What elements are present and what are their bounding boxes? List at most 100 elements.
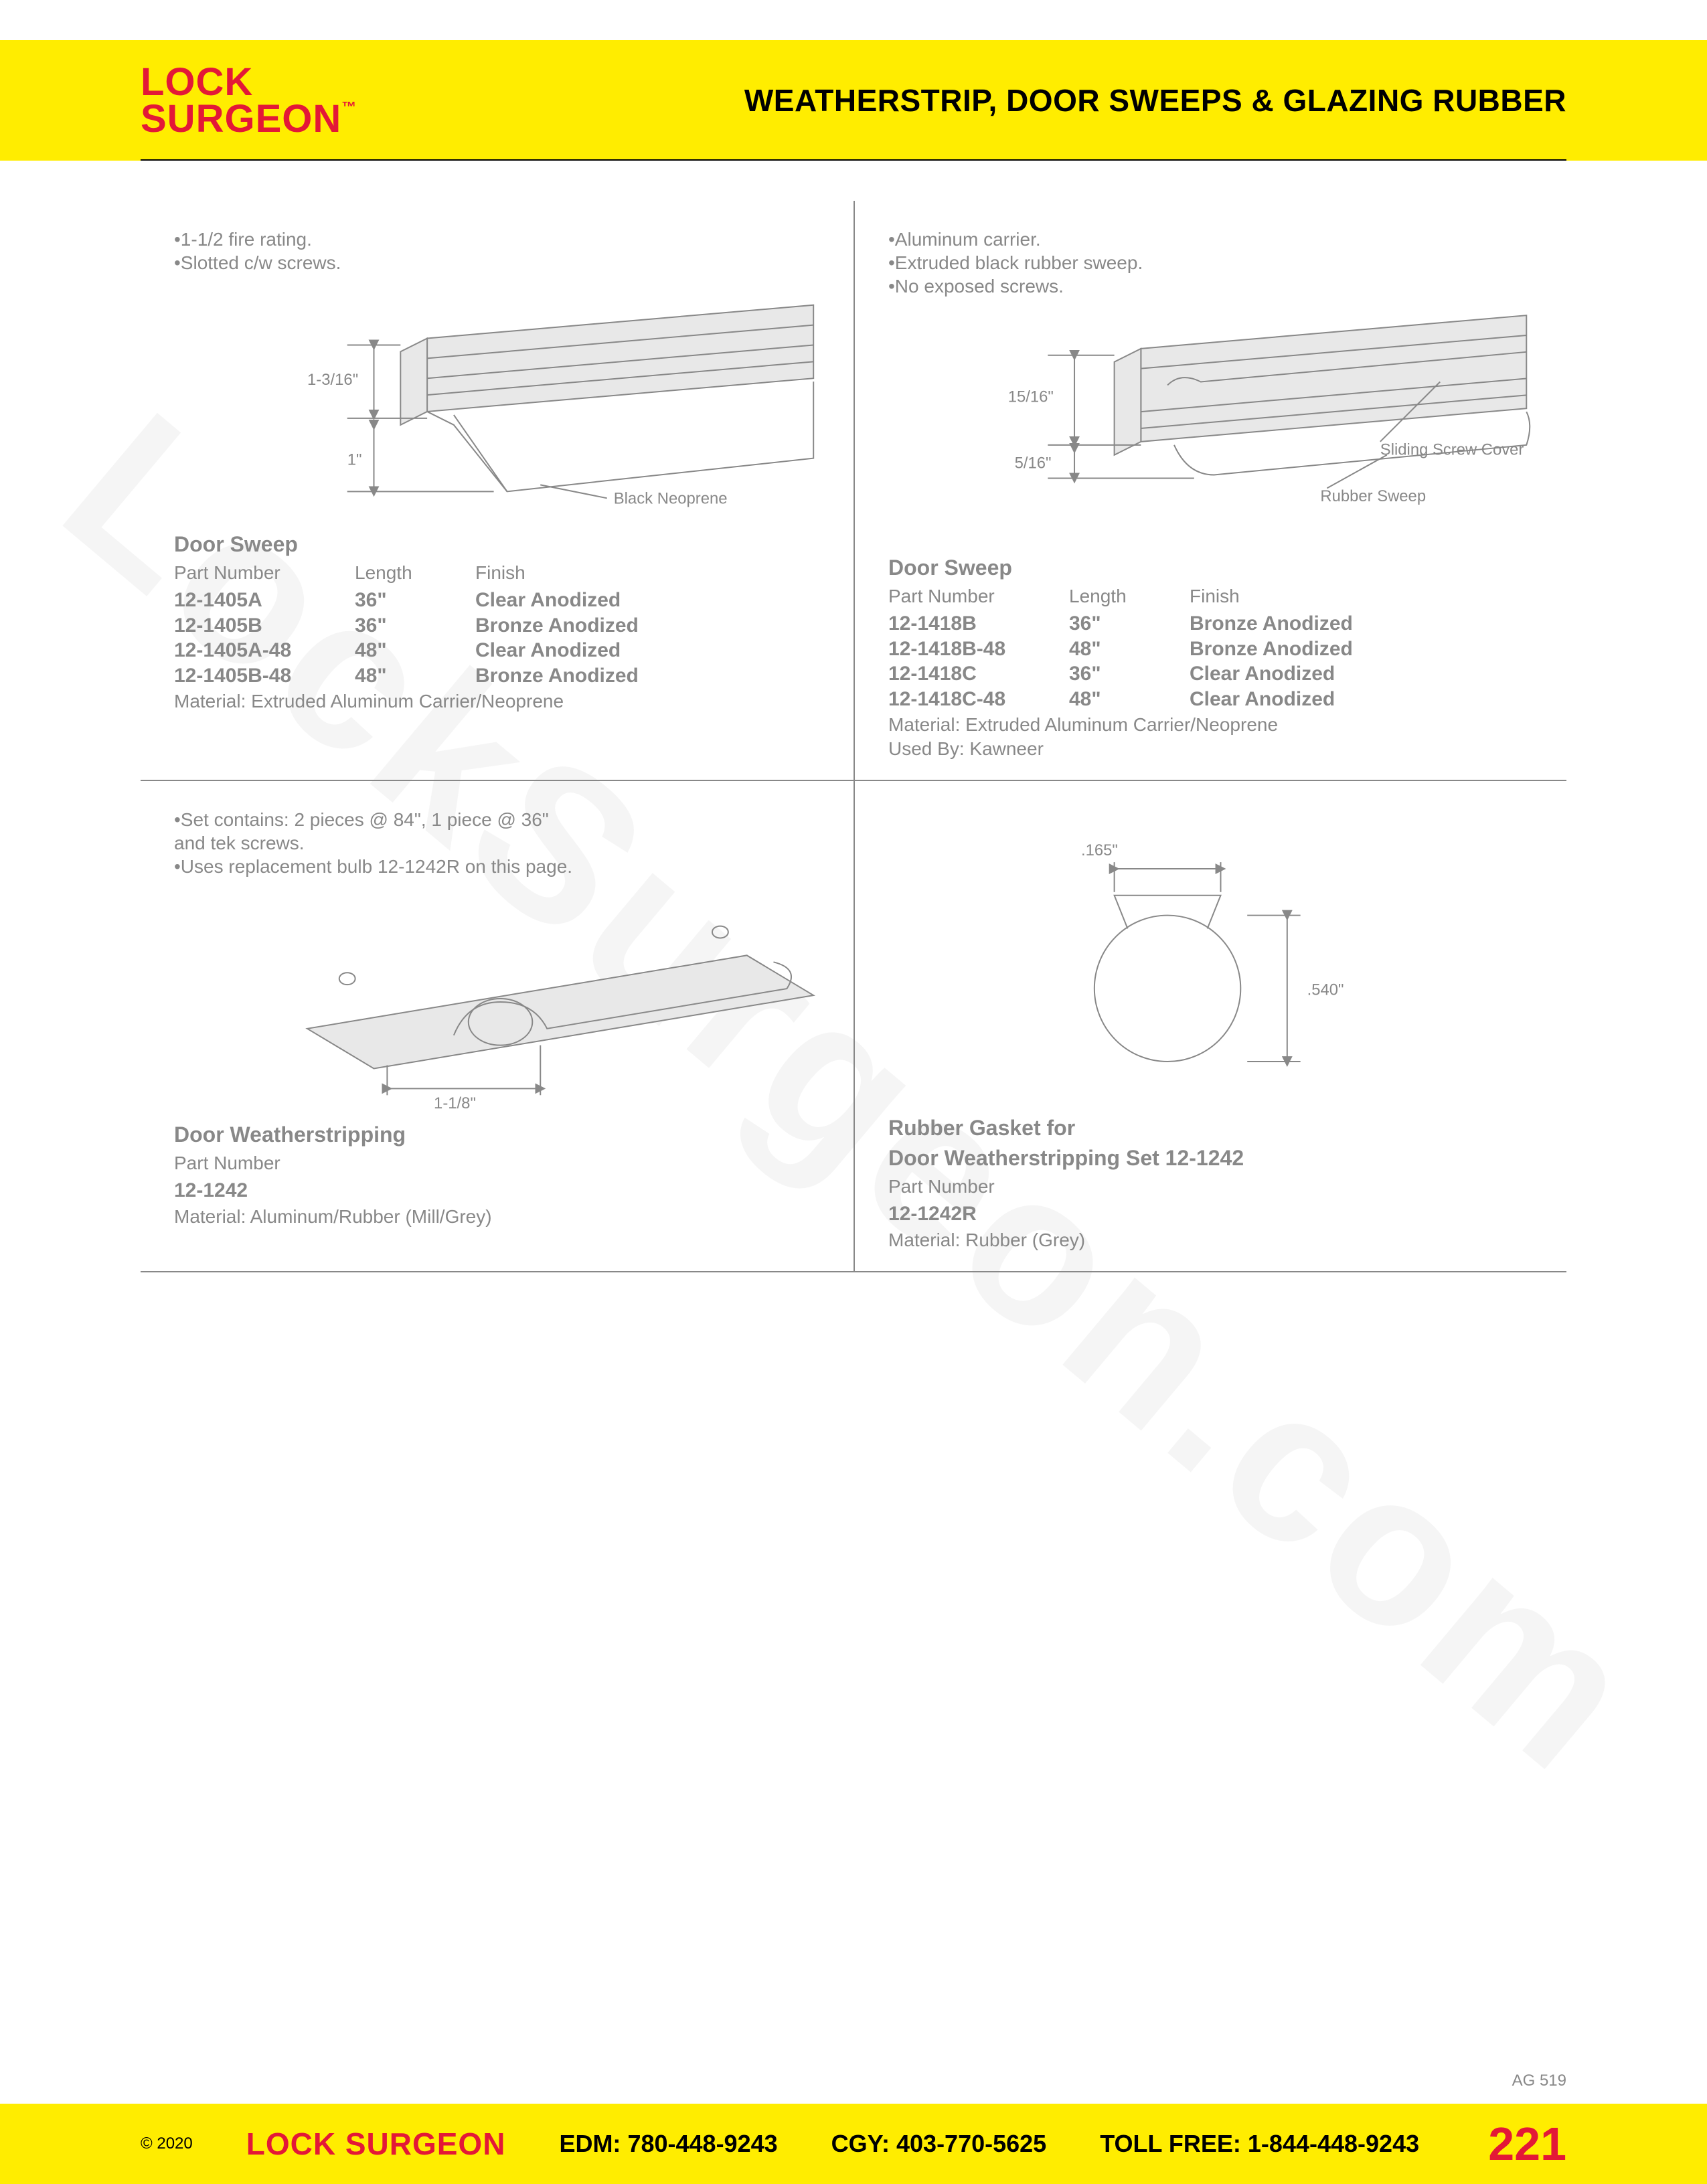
cell: 12-1405A-48 (174, 638, 355, 663)
usedby-line: Used By: Kawneer (888, 738, 1553, 760)
value: 1-844-448-9243 (1248, 2130, 1419, 2157)
p2-bullets: •Aluminum carrier. •Extruded black rubbe… (888, 228, 1553, 298)
label: TOLL FREE: (1100, 2130, 1241, 2157)
footer-code: AG 519 (1512, 2072, 1566, 2090)
p3-diagram: 1-1/8" (174, 888, 840, 1116)
cell: Bronze Anodized (475, 663, 840, 689)
table-row: 12-1242 (174, 1178, 840, 1203)
p4-diagram: .165" .540" (888, 828, 1553, 1109)
dim-label: 1" (347, 451, 362, 469)
label: Material: (888, 1230, 960, 1250)
bullet: •1-1/2 fire rating. (174, 228, 840, 251)
cell: 12-1418C-48 (888, 687, 1069, 712)
product-4: .165" .540" Rubber Gasket for Door Weath… (854, 781, 1566, 1271)
cell: 36" (1069, 661, 1190, 687)
p2-title: Door Sweep (888, 556, 1553, 580)
table-row: 12-1405B36"Bronze Anodized (174, 613, 840, 639)
dim-label: 1-1/8" (434, 1094, 476, 1112)
table-row: 12-1418C36"Clear Anodized (888, 661, 1553, 687)
product-3: •Set contains: 2 pieces @ 84", 1 piece @… (141, 781, 854, 1271)
table-row: 12-1242R (888, 1201, 1553, 1227)
value: Rubber (Grey) (965, 1230, 1085, 1250)
cell: 36" (355, 613, 475, 639)
material-line: Material: Aluminum/Rubber (Mill/Grey) (174, 1206, 840, 1228)
footer-bar: © 2020 LOCK SURGEON EDM: 780-448-9243 CG… (0, 2104, 1707, 2184)
footer-brand: LOCK SURGEON (246, 2126, 506, 2162)
col-len: Length (355, 562, 475, 584)
col-part: Part Number (174, 1153, 355, 1174)
cell: 12-1405B (174, 613, 355, 639)
dim-label: 1-3/16" (307, 371, 358, 389)
p1-bullets: •1-1/2 fire rating. •Slotted c/w screws. (174, 228, 840, 274)
bullet: •Set contains: 2 pieces @ 84", 1 piece @… (174, 808, 840, 831)
row-1: •1-1/2 fire rating. •Slotted c/w screws. (141, 201, 1566, 781)
p1-diagram: 1-3/16" 1" Black Neoprene (174, 284, 840, 525)
footer-cgy: CGY: 403-770-5625 (831, 2130, 1047, 2158)
material-line: Material: Rubber (Grey) (888, 1230, 1553, 1251)
label: EDM: (559, 2130, 621, 2157)
col-headers: Part Number (174, 1153, 840, 1174)
callout-label: Sliding Screw Cover (1380, 441, 1524, 459)
table-row: 12-1418B36"Bronze Anodized (888, 611, 1553, 637)
table-row: 12-1418B-4848"Bronze Anodized (888, 637, 1553, 662)
p3-title: Door Weatherstripping (174, 1122, 840, 1147)
col-len: Length (1069, 586, 1190, 607)
cell: 12-1418B (888, 611, 1069, 637)
cell: 12-1242R (888, 1201, 1069, 1227)
value: Kawneer (969, 738, 1044, 759)
dim-label: 15/16" (1008, 388, 1054, 406)
footer-edm: EDM: 780-448-9243 (559, 2130, 777, 2158)
value: 403-770-5625 (896, 2130, 1046, 2157)
label: Material: (174, 691, 246, 711)
label: CGY: (831, 2130, 890, 2157)
cell: Clear Anodized (475, 638, 840, 663)
bullet: •No exposed screws. (888, 274, 1553, 298)
cell: 12-1418B-48 (888, 637, 1069, 662)
col-fin: Finish (1190, 586, 1553, 607)
cell: Clear Anodized (475, 588, 840, 613)
label: Material: (174, 1206, 246, 1227)
value: 780-448-9243 (627, 2130, 777, 2157)
col-part: Part Number (888, 586, 1069, 607)
cell: Bronze Anodized (1190, 637, 1553, 662)
callout-label: Rubber Sweep (1320, 487, 1426, 505)
bullet: and tek screws. (174, 831, 840, 855)
value: Aluminum/Rubber (Mill/Grey) (250, 1206, 492, 1227)
row-2: •Set contains: 2 pieces @ 84", 1 piece @… (141, 781, 1566, 1272)
p3-bullets: •Set contains: 2 pieces @ 84", 1 piece @… (174, 808, 840, 878)
cell: Clear Anodized (1190, 661, 1553, 687)
cell: 36" (1069, 611, 1190, 637)
cell: Clear Anodized (1190, 687, 1553, 712)
cell: 12-1405A (174, 588, 355, 613)
label: Used By: (888, 738, 965, 759)
col-headers: Part Number Length Finish (174, 562, 840, 584)
p2-diagram: 15/16" 5/16" Sliding Screw Cover Rubber … (888, 308, 1553, 549)
cell: 12-1418C (888, 661, 1069, 687)
cell: Bronze Anodized (475, 613, 840, 639)
dim-label: .165" (1081, 841, 1118, 859)
cell: 12-1405B-48 (174, 663, 355, 689)
header-underline (141, 159, 1566, 161)
material-line: Material: Extruded Aluminum Carrier/Neop… (888, 714, 1553, 736)
copyright: © 2020 (141, 2134, 193, 2153)
header-title: WEATHERSTRIP, DOOR SWEEPS & GLAZING RUBB… (744, 82, 1566, 118)
page-number: 221 (1488, 2117, 1566, 2171)
header-bar: LOCK SURGEON™ WEATHERSTRIP, DOOR SWEEPS … (0, 40, 1707, 161)
col-headers: Part Number Length Finish (888, 586, 1553, 607)
value: Extruded Aluminum Carrier/Neoprene (965, 714, 1278, 735)
cell: Bronze Anodized (1190, 611, 1553, 637)
table-row: 12-1405B-4848"Bronze Anodized (174, 663, 840, 689)
table-row: 12-1418C-4848"Clear Anodized (888, 687, 1553, 712)
cell: 48" (355, 663, 475, 689)
col-part: Part Number (174, 562, 355, 584)
label: Material: (888, 714, 960, 735)
cell: 48" (1069, 687, 1190, 712)
cell: 48" (1069, 637, 1190, 662)
table-row: 12-1405A-4848"Clear Anodized (174, 638, 840, 663)
cell: 48" (355, 638, 475, 663)
bullet: •Uses replacement bulb 12-1242R on this … (174, 855, 840, 878)
table-row: 12-1405A36"Clear Anodized (174, 588, 840, 613)
dim-label: .540" (1307, 981, 1344, 999)
logo: LOCK SURGEON™ (141, 64, 357, 137)
col-part: Part Number (888, 1176, 1069, 1197)
